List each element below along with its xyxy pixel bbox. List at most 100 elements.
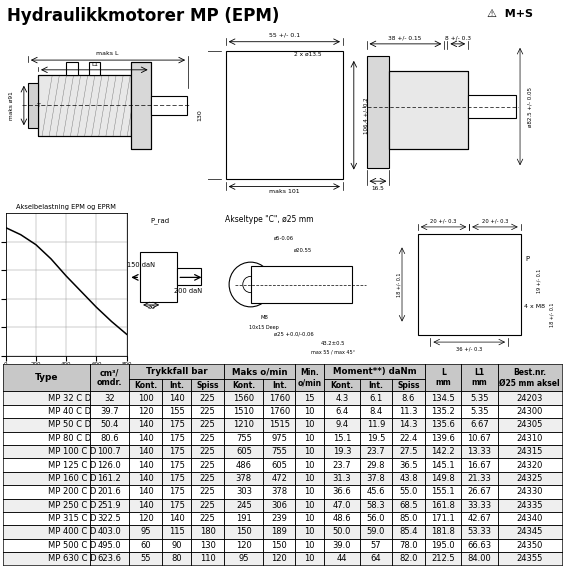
Text: 130: 130 — [200, 541, 216, 550]
Bar — [3, 472, 90, 485]
Bar — [224, 512, 263, 525]
Bar — [360, 485, 392, 498]
Text: 175: 175 — [169, 474, 185, 483]
Bar — [324, 459, 360, 472]
Text: 175: 175 — [169, 460, 185, 469]
Circle shape — [281, 112, 288, 118]
Text: 19 +/- 0.1: 19 +/- 0.1 — [537, 269, 542, 293]
Bar — [367, 56, 390, 168]
Bar — [263, 485, 295, 498]
Text: 1760: 1760 — [269, 394, 290, 403]
Bar — [162, 472, 191, 485]
Bar — [129, 431, 162, 445]
Text: 10: 10 — [304, 501, 315, 510]
Bar — [425, 512, 462, 525]
Text: 150: 150 — [236, 527, 252, 537]
Bar — [129, 472, 162, 485]
Bar — [224, 364, 295, 379]
Circle shape — [244, 76, 258, 89]
Bar — [129, 364, 224, 379]
Text: T: T — [37, 103, 41, 108]
Bar — [324, 418, 360, 431]
Circle shape — [502, 240, 514, 250]
Text: 10: 10 — [304, 420, 315, 430]
Bar — [392, 379, 425, 391]
Text: 15: 15 — [304, 394, 315, 403]
Bar — [263, 459, 295, 472]
Bar — [295, 364, 324, 391]
Text: 140: 140 — [138, 460, 154, 469]
Text: 150 daN: 150 daN — [127, 262, 155, 268]
Text: Kont.: Kont. — [330, 381, 354, 390]
Bar — [462, 552, 498, 566]
Bar — [3, 485, 90, 498]
Bar — [462, 459, 498, 472]
Bar — [263, 445, 295, 459]
Text: 18 +/- 0.1: 18 +/- 0.1 — [396, 272, 401, 297]
Text: MP 630 C D: MP 630 C D — [48, 554, 97, 563]
Bar — [224, 539, 263, 552]
Bar — [191, 472, 224, 485]
Bar — [90, 472, 129, 485]
Text: 24310: 24310 — [517, 434, 543, 443]
Bar — [425, 525, 462, 539]
Text: 171.1: 171.1 — [431, 514, 455, 523]
Bar — [425, 391, 462, 405]
Bar — [162, 525, 191, 539]
Bar — [295, 485, 324, 498]
Text: 42.67: 42.67 — [468, 514, 491, 523]
Bar — [263, 418, 295, 431]
Bar — [425, 459, 462, 472]
Bar — [90, 431, 129, 445]
Text: ø25 +0.0/-0.06: ø25 +0.0/-0.06 — [274, 331, 314, 336]
Text: 239: 239 — [271, 514, 287, 523]
Text: MP 315 C D: MP 315 C D — [48, 514, 96, 523]
Bar — [392, 431, 425, 445]
Bar — [263, 498, 295, 512]
Bar — [150, 96, 187, 115]
Text: Best.nr.
Ø25 mm aksel: Best.nr. Ø25 mm aksel — [499, 368, 560, 387]
Text: 140: 140 — [169, 514, 185, 523]
Bar — [392, 418, 425, 431]
Text: P_rad: P_rad — [150, 217, 169, 224]
Bar — [498, 405, 562, 418]
Bar — [224, 379, 263, 391]
Text: 27.5: 27.5 — [399, 447, 418, 456]
Text: 43.2±0.5: 43.2±0.5 — [320, 341, 345, 347]
Bar — [90, 391, 129, 405]
Text: 10: 10 — [304, 554, 315, 563]
Text: 6.1: 6.1 — [369, 394, 383, 403]
Text: 45.6: 45.6 — [367, 487, 385, 496]
Bar — [462, 391, 498, 405]
Bar — [425, 418, 462, 431]
Bar — [3, 364, 90, 391]
Text: 225: 225 — [200, 487, 216, 496]
Bar — [360, 525, 392, 539]
Text: 605: 605 — [236, 447, 252, 456]
Bar — [360, 405, 392, 418]
Text: Kont.: Kont. — [233, 381, 256, 390]
Text: 8.4: 8.4 — [369, 407, 383, 416]
Text: 155: 155 — [169, 407, 185, 416]
Text: 378: 378 — [236, 474, 252, 483]
Text: 755: 755 — [271, 447, 287, 456]
Bar — [191, 405, 224, 418]
Circle shape — [310, 76, 324, 89]
Text: 57: 57 — [370, 541, 381, 550]
Bar — [3, 512, 90, 525]
Bar — [295, 431, 324, 445]
Bar — [462, 405, 498, 418]
Text: 24335: 24335 — [516, 501, 543, 510]
Text: 120: 120 — [138, 514, 154, 523]
Bar — [129, 485, 162, 498]
Bar — [162, 431, 191, 445]
Text: 55: 55 — [140, 554, 151, 563]
Circle shape — [249, 81, 319, 150]
Bar — [263, 405, 295, 418]
Bar — [90, 552, 129, 566]
Bar — [129, 405, 162, 418]
Bar — [90, 418, 129, 431]
Text: 486: 486 — [236, 460, 252, 469]
Bar — [498, 445, 562, 459]
Bar — [129, 379, 162, 391]
